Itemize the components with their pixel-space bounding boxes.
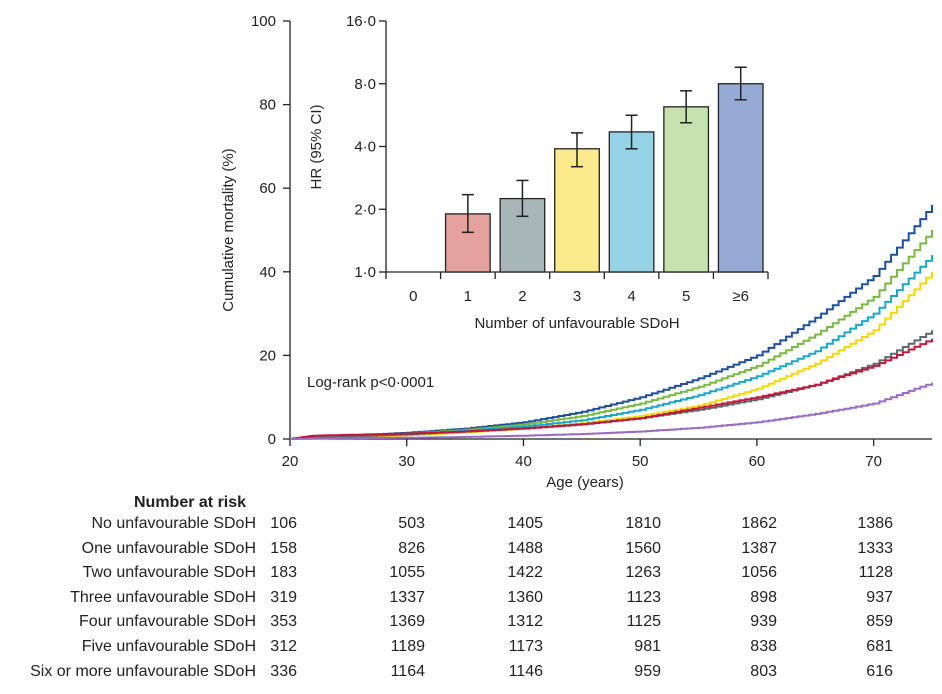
risk-row: Six or more unfavourable SDoH 336 1164 1146… [0,663,942,687]
risk-cell: 1055 [389,564,425,582]
risk-cell: 1333 [857,539,893,557]
inset-y-tick-label: 8·0 [354,76,376,93]
risk-cell: 937 [866,588,893,606]
risk-cell: 1810 [625,515,661,532]
risk-row-label: Four unfavourable SDoH [79,613,256,631]
x-tick-label: 40 [515,453,532,470]
inset-x-tick-label: 4 [627,288,635,305]
y-tick-label: 80 [259,97,276,114]
risk-cell: 803 [750,662,777,680]
risk-cell: 1263 [625,564,661,582]
inset-y-tick-label: 16·0 [346,13,376,30]
y-tick-label: 0 [268,431,276,448]
risk-table-title: Number at risk [134,494,247,511]
x-tick-label: 60 [749,453,766,470]
inset-x-tick-label: 5 [682,288,690,305]
inset-x-tick-label: 3 [573,288,581,305]
risk-cell: 319 [270,588,297,606]
risk-cell: 981 [634,638,661,655]
risk-cell: 106 [270,515,297,532]
risk-cell: 1128 [858,564,893,582]
risk-cell: 183 [270,564,297,582]
risk-row: One unfavourable SDoH 158 826 1488 1560 1387 1… [0,540,942,564]
risk-row-label: Five unfavourable SDoH [81,638,256,655]
inset-x-axis-label: Number of unfavourable SDoH [474,315,679,332]
risk-cell: 1560 [625,539,661,557]
risk-cell: 353 [270,613,297,631]
inset-y-axis-label: HR (95% CI) [308,104,325,189]
risk-row-label: No unfavourable SDoH [91,515,256,532]
risk-row: Two unfavourable SDoH 183 1055 1422 1263 1056… [0,564,942,588]
hr-bar-3 [554,148,600,273]
risk-row-label: One unfavourable SDoH [81,539,256,557]
risk-cell: 1488 [507,539,543,557]
y-tick-label: 60 [259,180,276,197]
y-tick-label: 40 [259,264,276,281]
risk-cell: 1387 [741,539,777,557]
risk-cell: 1862 [741,515,777,532]
risk-cell: 336 [270,662,297,680]
km-curve-3 [290,271,933,440]
y-axis-label: Cumulative mortality (%) [220,148,237,311]
y-tick-label: 100 [251,13,276,30]
x-tick-label: 50 [632,453,649,470]
inset-x-tick-label: 0 [409,288,417,305]
x-tick-label: 20 [282,453,299,470]
hr-bar-4 [608,131,655,273]
x-tick-label: 70 [865,453,882,470]
risk-cell: 616 [866,662,893,680]
risk-cell: 1337 [389,588,425,606]
number-at-risk-table: Number at risk No unfavourable SDoH 106 50… [0,490,942,690]
risk-cell: 1312 [507,613,543,631]
risk-cell: 1123 [626,588,661,606]
risk-cell: 158 [270,539,297,557]
risk-row: No unfavourable SDoH 106 503 1405 1810 1862 13… [0,515,942,539]
log-rank-annotation: Log-rank p<0·0001 [307,374,434,391]
risk-cell: 826 [398,539,425,557]
risk-cell: 1125 [626,613,661,631]
km-curve-6 [290,382,933,440]
risk-row: Four unfavourable SDoH 353 1369 1312 1125 939… [0,613,942,637]
risk-cell: 503 [398,515,425,532]
risk-row-label: Three unfavourable SDoH [70,588,256,606]
risk-cell: 1146 [508,662,543,680]
risk-cell: 859 [866,613,893,631]
inset-x-tick-label: 2 [518,288,526,305]
risk-cell: 1164 [390,662,425,680]
risk-cell: 1056 [741,564,777,582]
inset-x-tick-label: ≥6 [732,288,749,305]
risk-cell: 1360 [507,588,543,606]
risk-cell: 1173 [508,638,543,655]
y-tick-label: 20 [259,347,276,364]
km-curve-5 [290,338,933,440]
risk-cell: 1369 [389,613,425,631]
hr-bar-≥6 [717,83,764,273]
inset-x-tick-label: 1 [464,288,472,305]
risk-row-label: Two unfavourable SDoH [82,564,256,582]
risk-cell: 1386 [857,515,893,532]
risk-cell: 312 [270,638,297,655]
risk-cell: 838 [750,638,777,655]
risk-cell: 1422 [507,564,543,582]
x-tick-label: 30 [398,453,415,470]
risk-cell: 898 [750,588,777,606]
inset-y-tick-label: 4·0 [354,139,376,156]
risk-row: Three unfavourable SDoH 319 1337 1360 1123 89… [0,589,942,613]
risk-row: Five unfavourable SDoH 312 1189 1173 981 838 6… [0,638,942,662]
hr-bar-5 [663,106,710,273]
inset-y-tick-label: 2·0 [354,201,376,218]
inset-hr-chart: 1·0 2·0 4·0 8·0 16·0 0 1 2 3 4 5 ≥6 HR (95% CI) Numbe… [308,13,769,332]
inset-y-tick-label: 1·0 [354,264,376,281]
km-curves [290,204,933,440]
risk-cell: 939 [750,613,777,631]
risk-cell: 1405 [507,515,543,532]
x-axis-label: Age (years) [546,474,624,490]
risk-cell: 959 [634,662,661,680]
risk-cell: 681 [866,638,893,655]
risk-row-label: Six or more unfavourable SDoH [30,662,256,680]
risk-cell: 1189 [390,638,425,655]
